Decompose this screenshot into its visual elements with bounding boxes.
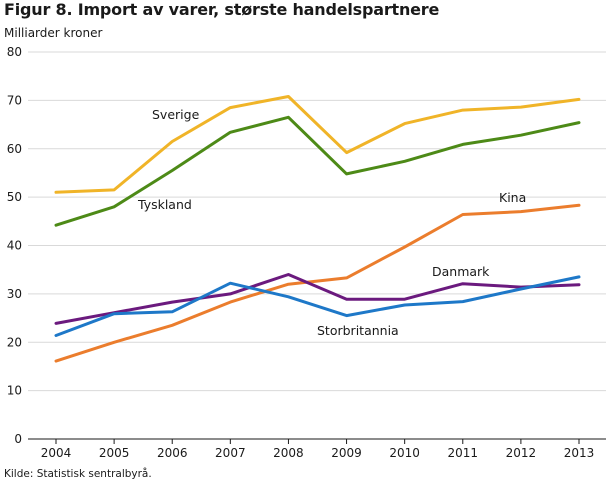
y-tick-label: 40 <box>7 239 22 253</box>
x-tick-label: 2005 <box>99 446 130 460</box>
y-tick-label: 10 <box>7 384 22 398</box>
x-tick-label: 2013 <box>564 446 595 460</box>
source-note: Kilde: Statistisk sentralbyrå. <box>4 468 152 480</box>
x-tick-label: 2009 <box>331 446 362 460</box>
series-label-kina: Kina <box>499 190 526 205</box>
x-tick-label: 2004 <box>41 446 72 460</box>
series-line-danmark <box>54 273 581 325</box>
y-tick-label: 80 <box>7 45 22 59</box>
x-tick-label: 2008 <box>273 446 304 460</box>
y-axis-ticks: 0 10 20 30 40 50 60 70 80 <box>7 45 22 446</box>
x-tick-label: 2012 <box>506 446 537 460</box>
y-tick-label: 50 <box>7 190 22 204</box>
y-tick-label: 60 <box>7 142 22 156</box>
figure-title: Figur 8. Import av varer, største handel… <box>4 0 440 19</box>
series-line-sverige <box>54 95 581 194</box>
y-axis-unit-label: Milliarder kroner <box>4 26 103 40</box>
series-line-tyskland <box>54 115 581 227</box>
series-label-storbritannia: Storbritannia <box>317 323 399 338</box>
x-axis-ticks: 2004 2005 2006 2007 2008 2009 2010 2011 2012 2013 <box>41 439 595 460</box>
x-tick-label: 2007 <box>215 446 246 460</box>
series-line-storbritannia <box>54 275 581 337</box>
y-tick-label: 20 <box>7 335 22 349</box>
series-lines <box>54 95 581 363</box>
series-label-danmark: Danmark <box>432 264 490 279</box>
x-tick-label: 2011 <box>448 446 479 460</box>
series-labels: Sverige Tyskland Kina Danmark Storbritannia <box>137 107 526 338</box>
x-tick-label: 2006 <box>157 446 188 460</box>
y-tick-label: 70 <box>7 93 22 107</box>
series-label-sverige: Sverige <box>152 107 200 122</box>
series-label-tyskland: Tyskland <box>137 197 192 212</box>
series-line-kina <box>54 203 581 363</box>
y-tick-label: 0 <box>14 432 22 446</box>
x-tick-label: 2010 <box>389 446 420 460</box>
gridlines <box>28 51 606 440</box>
y-tick-label: 30 <box>7 287 22 301</box>
